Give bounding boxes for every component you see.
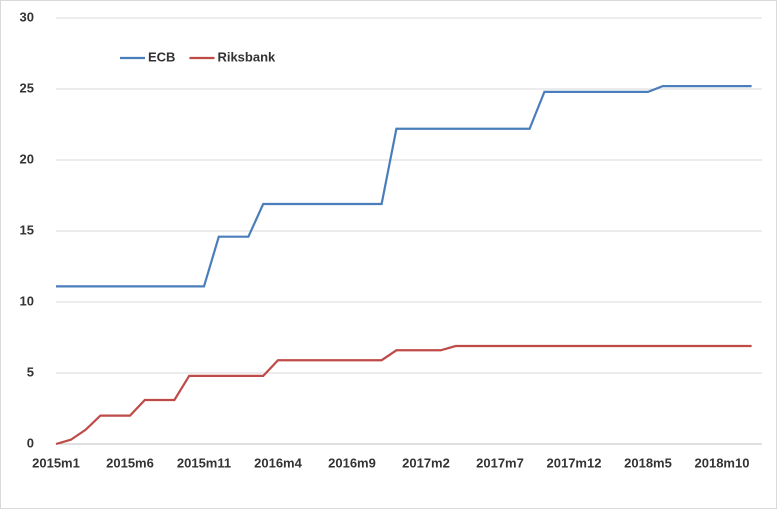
y-tick-label: 0 bbox=[27, 435, 34, 450]
x-tick-label: 2018m5 bbox=[624, 455, 672, 470]
x-tick-label: 2018m10 bbox=[695, 455, 750, 470]
x-tick-label: 2015m6 bbox=[106, 455, 154, 470]
legend-label: Riksbank bbox=[217, 49, 276, 64]
x-tick-label: 2016m9 bbox=[328, 455, 376, 470]
series-line bbox=[56, 85, 752, 288]
y-tick-label: 25 bbox=[20, 80, 34, 95]
x-tick-label: 2015m1 bbox=[32, 455, 80, 470]
y-tick-label: 5 bbox=[27, 364, 34, 379]
x-tick-label: 2016m4 bbox=[254, 455, 302, 470]
y-tick-label: 20 bbox=[20, 151, 34, 166]
y-tick-label: 10 bbox=[20, 293, 34, 308]
x-tick-label: 2017m2 bbox=[402, 455, 450, 470]
x-tick-label: 2015m11 bbox=[177, 455, 231, 470]
y-tick-label: 30 bbox=[20, 9, 34, 24]
legend-label: ECB bbox=[148, 49, 175, 64]
x-tick-label: 2017m12 bbox=[547, 455, 602, 470]
x-tick-label: 2017m7 bbox=[476, 455, 524, 470]
series-line bbox=[55, 344, 752, 446]
y-tick-label: 15 bbox=[20, 222, 34, 237]
